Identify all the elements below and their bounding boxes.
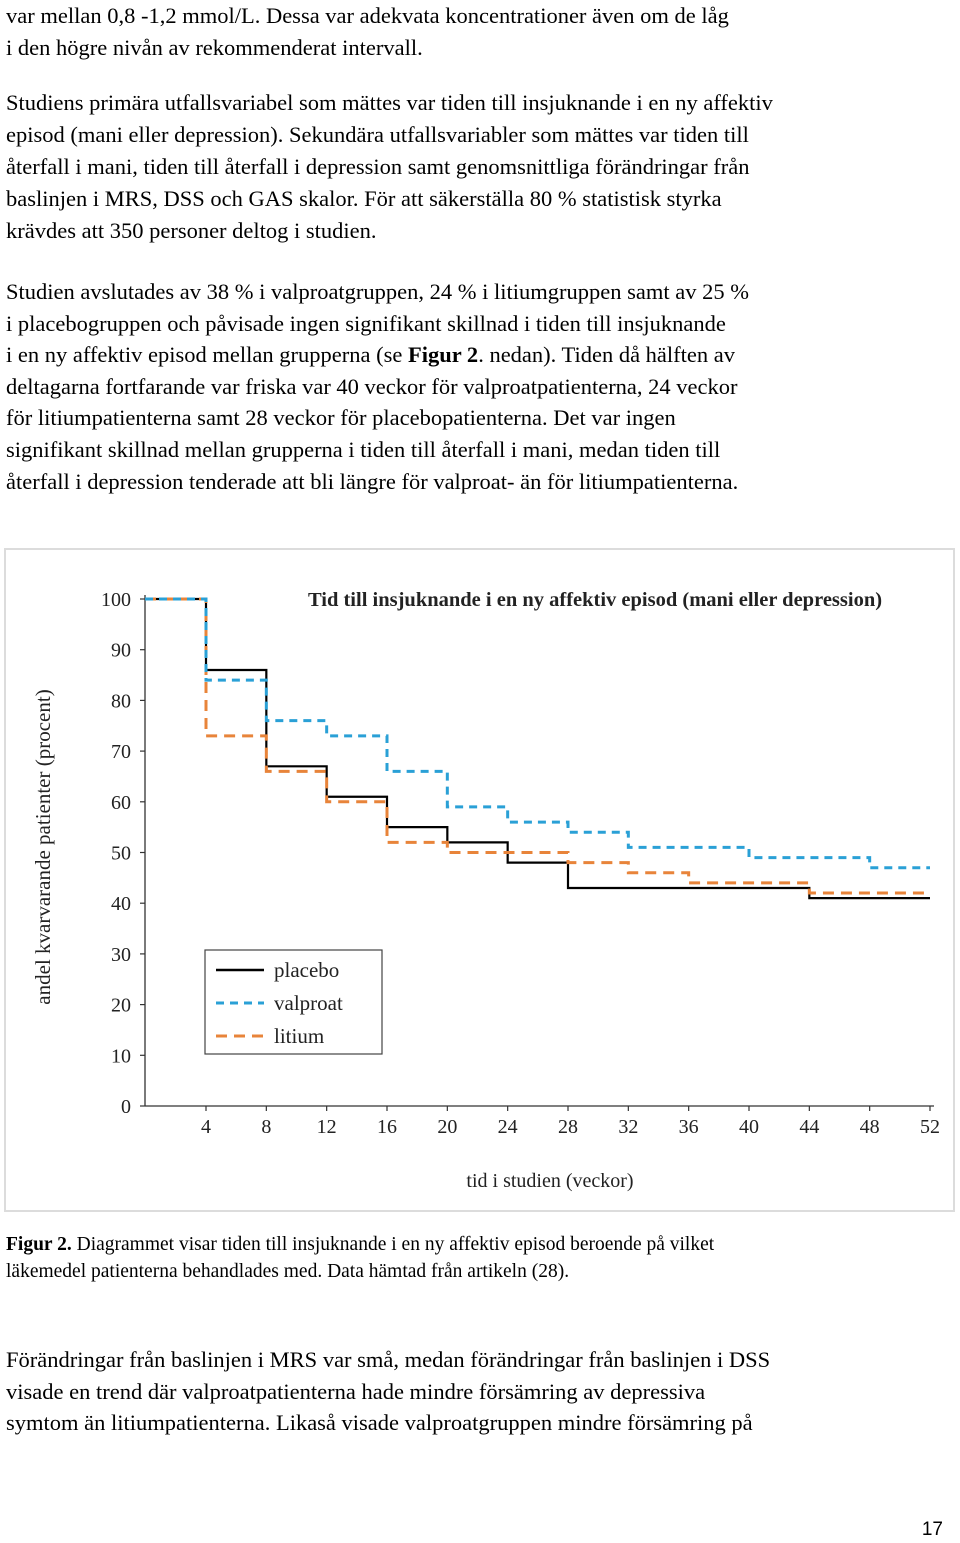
y-tick-label: 40 [111,893,131,915]
text-line: baslinjen i MRS, DSS och GAS skalor. För… [6,186,722,211]
x-tick-label: 8 [261,1116,271,1138]
y-tick-label: 20 [111,995,131,1017]
text-line: i den högre nivån av rekommenderat inter… [6,35,423,60]
series-line-valproat [145,597,930,870]
text-line: symtom än litiumpatienterna. Likaså visa… [6,1410,753,1435]
series-line-litium [145,597,930,895]
y-axis-label: andel kvarvarande patienter (procent) [31,689,55,1004]
text-line: visade en trend där valproatpatienterna … [6,1378,706,1404]
y-tick-label: 100 [101,589,131,611]
legend-label-litium: litium [274,1024,324,1048]
y-tick-label: 0 [121,1096,131,1118]
text-line: Förändringar från baslinjen i MRS var sm… [6,1347,771,1372]
y-tick-label: 70 [111,741,131,763]
legend-label-valproat: valproat [274,991,343,1015]
text-fragment: . nedan). Tiden då hälften av [478,342,736,368]
caption-line: Figur 2. Diagrammet visar tiden till ins… [6,1231,951,1258]
text-line: Studiens primära utfallsvariabel som mät… [6,90,773,115]
x-tick-label: 48 [860,1116,880,1138]
x-axis-label: tid i studien (veckor) [466,1170,633,1192]
y-tick-label: 80 [111,690,131,712]
y-tick-label: 10 [111,1045,131,1067]
x-tick-label: 52 [920,1116,940,1138]
chart-title: Tid till insjuknande i en ny affektiv ep… [308,589,882,611]
figure-caption: Figur 2. Diagrammet visar tiden till ins… [6,1231,951,1285]
x-tick-label: 12 [317,1116,337,1138]
x-tick-label: 32 [618,1116,638,1138]
figure-reference: Figur 2 [407,342,479,368]
x-tick-label: 40 [739,1116,759,1138]
caption-label: Figur 2. [6,1234,72,1255]
caption-line: läkemedel patienterna behandlades med. D… [6,1261,570,1282]
text-line: i placebogruppen och påvisade ingen sign… [6,310,726,336]
text-line: episod (mani eller depression). Sekundär… [6,122,749,147]
text-line: återfall i depression tenderade att bli … [6,468,739,494]
figure-frame: 0 10 20 30 40 50 60 70 80 90 100 4 8 12 16 20 24 28 32 36 40… [4,548,955,1212]
text-line: i en ny affektiv episod mellan grupperna… [6,339,951,371]
paragraph-results: Studien avslutades av 38 % i valproatgru… [6,276,951,497]
text-line: var mellan 0,8 -1,2 mmol/L. Dessa var ad… [6,3,729,28]
caption-text: Diagrammet visar tiden till insjuknande … [71,1234,715,1255]
x-tick-label: 16 [377,1116,397,1138]
y-tick-label: 60 [111,792,131,814]
text-line: Studien avslutades av 38 % i valproatgru… [6,279,749,304]
paragraph-changes: Förändringar från baslinjen i MRS var sm… [6,1344,951,1439]
series-line-placebo [145,597,930,900]
text-fragment: i en ny affektiv episod mellan grupperna… [6,342,408,368]
text-line: för litiumpatienterna samt 28 veckor för… [6,405,676,431]
x-tick-label: 36 [679,1116,699,1138]
x-tick-label: 44 [799,1116,819,1138]
text-line: deltagarna fortfarande var friska var 40… [6,373,738,399]
y-tick-label: 50 [111,843,131,865]
legend-label-placebo: placebo [274,958,339,982]
x-tick-label: 4 [201,1116,211,1138]
y-tick-label: 30 [111,944,131,966]
paragraph-intro: var mellan 0,8 -1,2 mmol/L. Dessa var ad… [6,0,951,64]
x-tick-label: 20 [437,1116,457,1138]
text-line: signifikant skillnad mellan grupperna i … [6,436,721,462]
x-tick-label: 24 [498,1116,518,1138]
paragraph-outcomes: Studiens primära utfallsvariabel som mät… [6,87,951,247]
text-line: krävdes att 350 personer deltog i studie… [6,218,377,243]
page-number: 17 [921,1519,943,1540]
text-line: återfall i mani, tiden till återfall i d… [6,154,750,179]
y-tick-label: 90 [111,640,131,662]
x-tick-label: 28 [558,1116,578,1138]
